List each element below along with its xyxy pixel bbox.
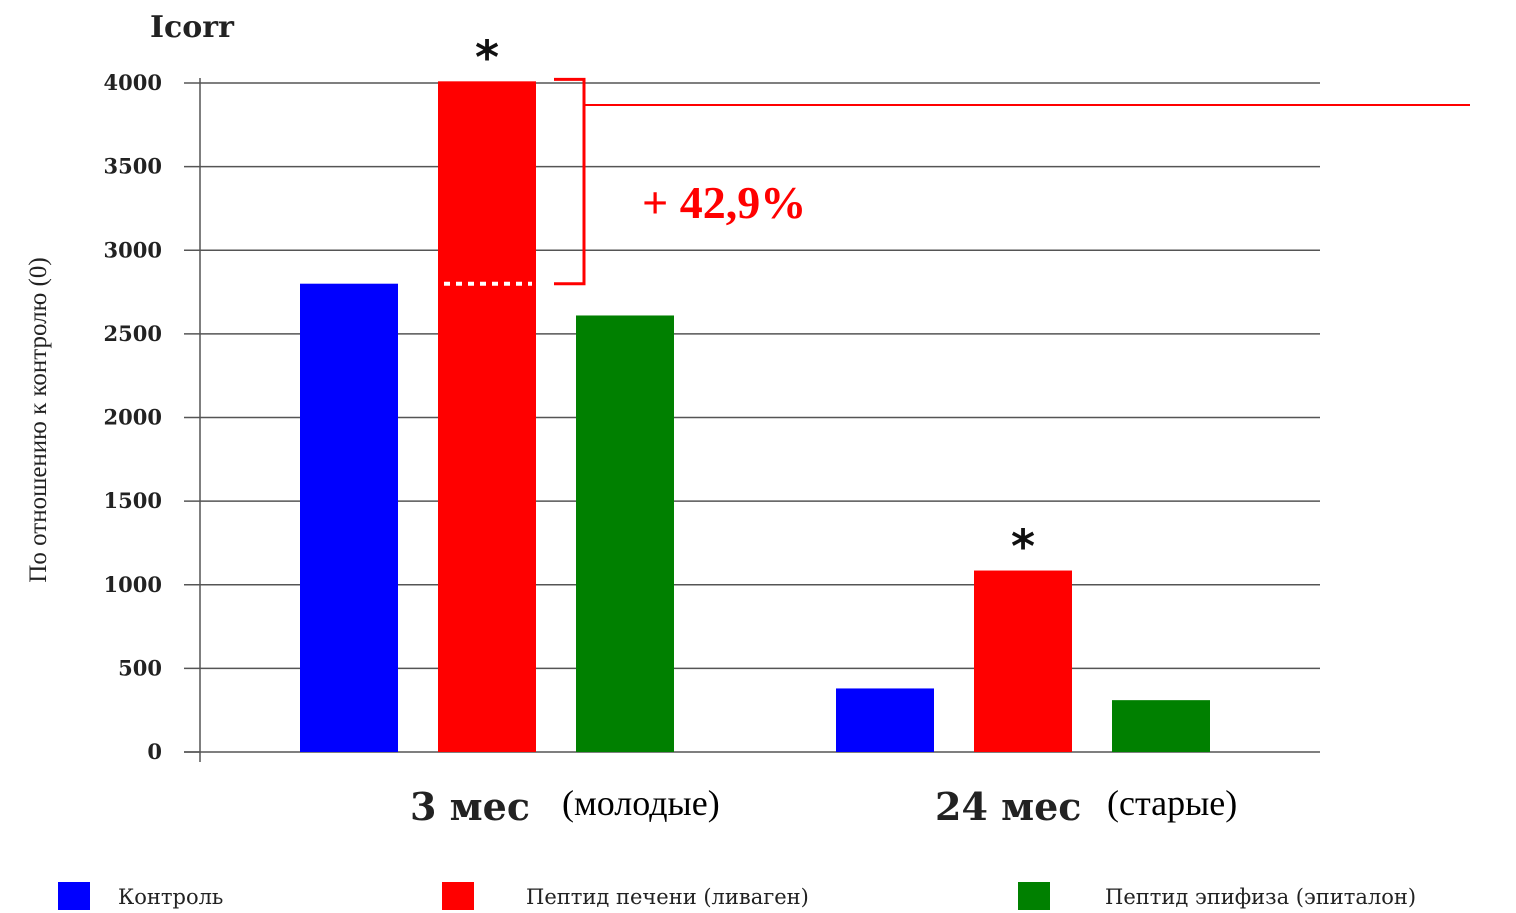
y-tick-label: 0 — [147, 739, 162, 764]
significance-star: * — [1011, 520, 1035, 574]
legend-label: Пептид эпифиза (эпиталон) — [1105, 885, 1416, 909]
bars — [300, 81, 1210, 752]
y-axis-title: Icorr — [150, 10, 235, 45]
legend-swatch — [1018, 882, 1050, 910]
bar — [974, 570, 1072, 752]
y-tick-label: 500 — [118, 655, 162, 680]
bar — [300, 283, 398, 752]
significance-star: * — [475, 30, 499, 84]
legend-label: Пептид печени (ливаген) — [526, 885, 809, 909]
y-tick-label: 3500 — [104, 154, 162, 179]
legend-label: Контроль — [118, 885, 223, 909]
y-tick-label: 1500 — [104, 488, 162, 513]
annotations: * * + 42,9% — [444, 30, 1470, 574]
category-label: 3 мес — [410, 784, 530, 829]
difference-bracket — [554, 77, 586, 286]
category-labels: 3 мес (молодые) 24 мес (старые) — [410, 783, 1237, 829]
category-label: 24 мес — [935, 784, 1081, 829]
bar — [836, 688, 934, 752]
bar — [438, 81, 536, 752]
y-tick-label: 4000 — [104, 70, 162, 95]
percent-increase-label: + 42,9% — [642, 177, 806, 228]
y-tick-label: 3000 — [104, 237, 162, 262]
y-tick-label: 2000 — [104, 405, 162, 430]
legend-swatch — [442, 882, 474, 910]
y-tick-label: 1000 — [104, 572, 162, 597]
category-sublabel: (молодые) — [562, 783, 720, 823]
bar — [1112, 700, 1210, 752]
y-tick-label: 2500 — [104, 321, 162, 346]
y-tick-labels: 0 500 1000 1500 2000 2500 3000 3500 4000 — [104, 70, 162, 764]
bar — [576, 315, 674, 752]
legend-swatch — [58, 882, 90, 910]
y-axis-label: По отношению к контролю (0) — [25, 257, 52, 582]
category-sublabel: (старые) — [1107, 783, 1237, 823]
legend: Контроль Пептид печени (ливаген) Пептид эп… — [58, 882, 1416, 910]
